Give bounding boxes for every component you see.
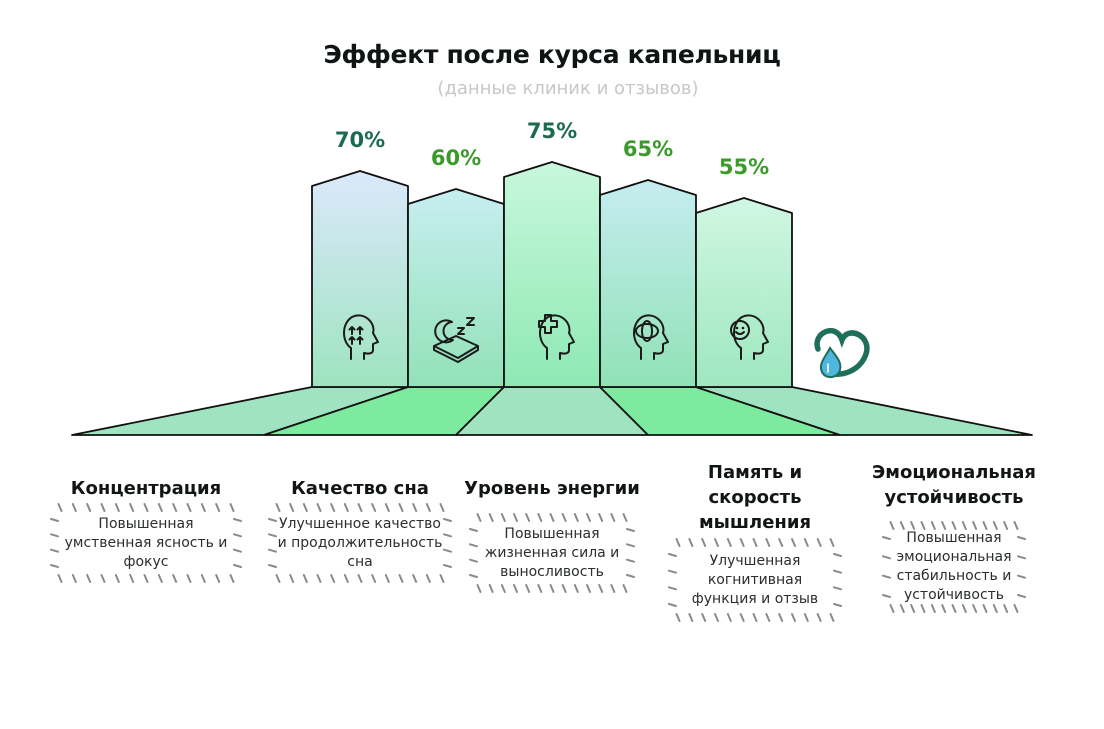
dashed-frame — [882, 521, 1026, 613]
category-title: Уровень энергии — [464, 478, 640, 499]
category-description-text: Повышенная жизненная сила и выносливость — [484, 525, 620, 580]
drop-logo-icon — [814, 328, 870, 378]
sleep-moon-icon — [433, 317, 479, 363]
category-description: Улучшенное качество и продолжительность … — [266, 500, 454, 586]
chart-subtitle: (данные клиник и отзывов) — [437, 78, 699, 99]
value-label: 75% — [527, 119, 577, 143]
dashed-frame — [668, 538, 842, 622]
bar — [503, 161, 601, 388]
dashed-frame — [50, 503, 242, 583]
category-description-text: Улучшенная когнитивная функция и отзыв — [691, 552, 819, 607]
value-label: 60% — [431, 146, 481, 170]
category-title: Концентрация — [70, 478, 222, 499]
chart-title: Эффект после курса капельниц — [323, 40, 781, 69]
bar — [311, 170, 409, 388]
brain-head-icon — [633, 314, 669, 360]
category-description: Повышенная жизненная сила и выносливость — [467, 510, 637, 596]
category-description: Повышенная эмоциональная стабильность и … — [880, 518, 1028, 616]
category-description: Повышенная умственная ясность и фокус — [48, 500, 244, 586]
category-description-text: Повышенная умственная ясность и фокус — [64, 515, 228, 570]
value-label: 70% — [335, 128, 385, 152]
value-label: 65% — [623, 137, 673, 161]
category-description: Улучшенная когнитивная функция и отзыв — [666, 535, 844, 625]
dashed-frame — [268, 503, 452, 583]
category-title: Эмоциональная устойчивость — [872, 462, 1036, 508]
category-description-text: Повышенная эмоциональная стабильность и … — [896, 530, 1012, 603]
dashed-frame — [469, 513, 635, 593]
bar — [599, 179, 697, 388]
head-plus-icon — [538, 314, 575, 360]
value-label: 55% — [719, 155, 769, 179]
category-title: Качество сна — [291, 478, 429, 499]
bar — [407, 188, 505, 388]
smile-head-icon — [730, 314, 769, 360]
head-arrows-icon — [343, 314, 379, 360]
category-description-text: Улучшенное качество и продолжительность … — [277, 515, 443, 570]
category-title: Память и скорость мышления — [698, 462, 812, 533]
bar — [695, 197, 793, 388]
